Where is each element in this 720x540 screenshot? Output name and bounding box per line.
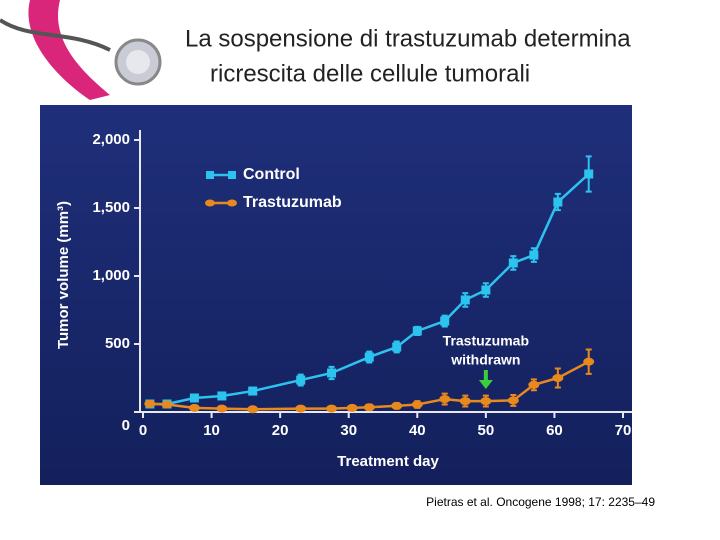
legend-marker [206, 171, 214, 179]
marker [552, 374, 564, 382]
marker [327, 368, 337, 378]
marker [508, 258, 518, 268]
citation: Pietras et al. Oncogene 1998; 17: 2235–4… [426, 495, 655, 509]
marker [583, 357, 595, 366]
marker [553, 197, 563, 207]
marker [295, 404, 307, 413]
marker [161, 400, 173, 409]
y-axis-label: Tumor volume (mm³) [55, 201, 72, 349]
x-tick-label: 30 [340, 422, 357, 439]
marker [248, 386, 258, 396]
marker [188, 403, 200, 412]
legend-marker [227, 199, 237, 207]
x-tick-label: 20 [272, 422, 289, 439]
marker [481, 285, 491, 295]
y-tick-label: 500 [105, 335, 130, 352]
slide-title: La sospensione di trastuzumab determina [185, 25, 631, 52]
marker [216, 404, 228, 413]
marker [584, 169, 594, 179]
y-tick-label: 2,000 [92, 131, 130, 148]
marker [392, 342, 402, 352]
marker [326, 404, 338, 413]
marker [144, 399, 156, 408]
marker [391, 401, 403, 410]
chart: Treatment day Tumor volume (mm³) 0 10 20 30… [55, 130, 632, 470]
annotation-arrow [478, 370, 493, 389]
x-tick-label: 0 [139, 422, 147, 439]
x-tick-label: 10 [203, 422, 220, 439]
marker [189, 393, 199, 403]
x-axis-label: Treatment day [337, 453, 439, 470]
annotation-text: withdrawn [450, 352, 520, 368]
marker [412, 326, 422, 336]
legend-label: Trastuzumab [243, 194, 342, 211]
annotation-text: Trastuzumab [443, 333, 529, 349]
marker [480, 397, 492, 406]
y-tick-label: 1,000 [92, 267, 130, 284]
legend-marker [205, 199, 215, 207]
y-tick-label: 0 [122, 417, 130, 434]
decoration [0, 0, 162, 100]
x-tick-label: 60 [546, 422, 563, 439]
marker [529, 250, 539, 260]
marker [364, 352, 374, 362]
marker [247, 405, 259, 414]
legend-marker [228, 171, 236, 179]
marker [459, 397, 471, 406]
marker [440, 316, 450, 326]
marker [346, 403, 358, 412]
legend-label: Control [243, 166, 300, 183]
slide-title: ricrescita delle cellule tumorali [210, 60, 530, 87]
y-tick-label: 1,500 [92, 199, 130, 216]
marker [507, 396, 519, 405]
marker [460, 295, 470, 305]
x-tick-label: 50 [478, 422, 495, 439]
marker [363, 403, 375, 412]
x-tick-label: 70 [615, 422, 632, 439]
marker [296, 375, 306, 385]
chart-panel [40, 105, 632, 485]
marker [411, 400, 423, 409]
x-tick-label: 40 [409, 422, 426, 439]
marker [217, 391, 227, 401]
marker [439, 395, 451, 404]
marker [528, 380, 540, 389]
